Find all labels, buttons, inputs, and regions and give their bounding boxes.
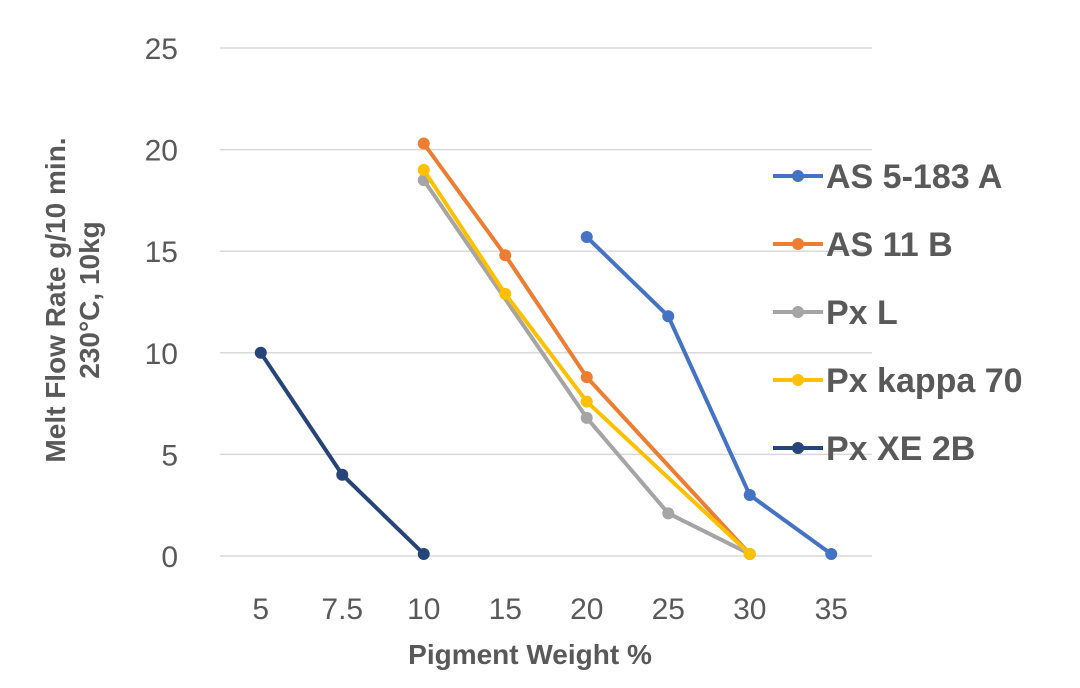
x-tick-label: 15 bbox=[489, 593, 522, 626]
y-tick-label: 15 bbox=[145, 236, 178, 269]
legend: AS 5-183 A AS 11 B Px L Px kappa 70 Px XE 2B bbox=[773, 158, 1023, 468]
legend-item: AS 11 B bbox=[773, 226, 953, 264]
legend-item: Px XE 2B bbox=[773, 430, 975, 468]
legend-swatch-marker bbox=[792, 374, 804, 386]
x-tick-label: 30 bbox=[733, 593, 766, 626]
y-axis-title-line2: 230°C, 10kg bbox=[74, 221, 105, 379]
data-point bbox=[580, 411, 593, 424]
legend-swatch-marker bbox=[792, 238, 804, 250]
legend-swatch-marker bbox=[792, 170, 804, 182]
x-tick-label: 7.5 bbox=[321, 593, 363, 626]
series-3 bbox=[417, 163, 756, 560]
data-point bbox=[417, 137, 430, 150]
data-point bbox=[662, 507, 675, 520]
series-1 bbox=[417, 137, 756, 560]
data-point bbox=[336, 468, 349, 481]
data-point bbox=[743, 489, 756, 502]
x-tick-labels: 5 7.5 10 15 20 25 30 35 bbox=[252, 593, 848, 626]
series-line bbox=[421, 141, 752, 556]
legend-label: Px kappa 70 bbox=[826, 362, 1023, 400]
series-0 bbox=[580, 230, 838, 560]
y-tick-label: 10 bbox=[145, 338, 178, 371]
series-line bbox=[584, 234, 834, 556]
data-point bbox=[743, 547, 756, 560]
data-point bbox=[499, 287, 512, 300]
legend-item: Px kappa 70 bbox=[773, 362, 1023, 400]
legend-swatch-marker bbox=[792, 442, 804, 454]
x-tick-label: 20 bbox=[570, 593, 603, 626]
data-point bbox=[662, 310, 675, 323]
y-tick-label: 0 bbox=[161, 541, 178, 574]
series-line bbox=[421, 167, 752, 556]
series-lines bbox=[254, 137, 838, 560]
grid bbox=[220, 47, 872, 557]
data-point bbox=[499, 249, 512, 262]
legend-label: AS 11 B bbox=[826, 226, 953, 264]
x-tick-label: 10 bbox=[407, 593, 440, 626]
y-tick-label: 5 bbox=[161, 439, 178, 472]
y-axis-title: Melt Flow Rate g/10 min. 230°C, 10kg bbox=[40, 137, 105, 462]
legend-label: Px L bbox=[826, 294, 898, 332]
legend-swatch-marker bbox=[792, 306, 804, 318]
x-tick-label: 5 bbox=[252, 593, 269, 626]
data-point bbox=[580, 230, 593, 243]
data-point bbox=[254, 346, 267, 359]
legend-item: Px L bbox=[773, 294, 898, 332]
y-tick-label: 25 bbox=[145, 33, 178, 66]
x-tick-label: 35 bbox=[815, 593, 848, 626]
data-point bbox=[417, 163, 430, 176]
data-point bbox=[825, 547, 838, 560]
data-point bbox=[580, 371, 593, 384]
series-4 bbox=[254, 346, 430, 560]
data-point bbox=[580, 395, 593, 408]
legend-label: Px XE 2B bbox=[826, 430, 975, 468]
series-line bbox=[258, 350, 426, 556]
y-tick-label: 20 bbox=[145, 135, 178, 168]
y-tick-labels: 0 5 10 15 20 25 bbox=[145, 33, 178, 574]
data-point bbox=[417, 547, 430, 560]
legend-label: AS 5-183 A bbox=[826, 158, 1002, 196]
legend-item: AS 5-183 A bbox=[773, 158, 1002, 196]
x-tick-label: 25 bbox=[652, 593, 685, 626]
x-axis-title: Pigment Weight % bbox=[408, 639, 652, 670]
y-axis-title-line1: Melt Flow Rate g/10 min. bbox=[40, 137, 71, 462]
